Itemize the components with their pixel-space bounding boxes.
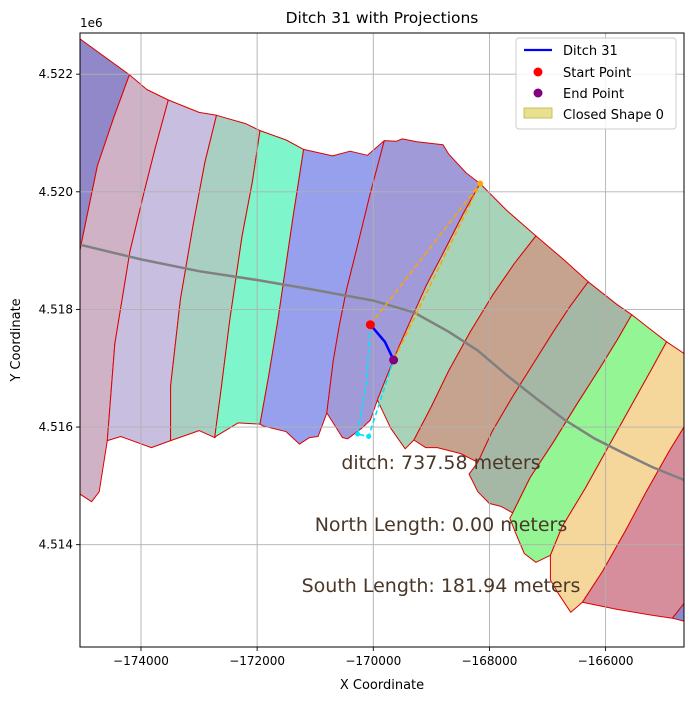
legend-shape-label: Closed Shape 0: [563, 108, 664, 123]
end-point-marker: [389, 355, 399, 365]
legend-shape-patch: [523, 107, 553, 119]
x-axis-label: X Coordinate: [340, 678, 424, 693]
south-length-annotation: South Length: 181.94 meters: [302, 575, 581, 597]
legend: Ditch 31 Start Point End Point Closed Sh…: [515, 37, 677, 130]
x-tick-label: −166000: [578, 654, 634, 668]
legend-ditch-label: Ditch 31: [563, 44, 618, 59]
grid-layer: [80, 33, 684, 647]
centerline: [80, 243, 684, 482]
start-point-marker: [365, 320, 375, 330]
north-length-annotation: North Length: 0.00 meters: [315, 514, 568, 536]
x-tick-label: −172000: [229, 654, 285, 668]
north-projection-point: [477, 180, 484, 187]
y-tick-label: 4.518: [39, 302, 73, 316]
legend-start-label: Start Point: [563, 66, 631, 81]
x-tick-label: −168000: [462, 654, 518, 668]
ditch-line: [369, 323, 395, 361]
legend-end-marker: [533, 88, 543, 98]
ditch-length-annotation: ditch: 737.58 meters: [341, 452, 540, 474]
parcel-polygon-13: [671, 603, 684, 622]
y-tick-label: 4.522: [39, 67, 73, 81]
y-tick-label: 4.520: [39, 185, 73, 199]
ticks-layer: −174000 −172000 −170000 −168000 −166000 4.514…: [39, 67, 634, 668]
lines-layer: [80, 180, 684, 482]
y-offset-label: 1e6: [80, 16, 103, 30]
x-tick-label: −170000: [345, 654, 401, 668]
y-tick-label: 4.516: [39, 420, 73, 434]
chart-title: Ditch 31 with Projections: [286, 9, 479, 27]
south-projection-point-b: [366, 433, 372, 439]
plot-area: [79, 32, 685, 648]
x-tick-label: −174000: [113, 654, 169, 668]
legend-box: [515, 37, 677, 130]
y-tick-label: 4.514: [39, 538, 73, 552]
south-projection-point-a: [355, 431, 361, 437]
y-axis-label: Y Coordinate: [9, 298, 24, 382]
south-projection-line: [356, 324, 395, 438]
legend-end-label: End Point: [563, 87, 624, 102]
legend-start-marker: [533, 67, 543, 77]
plot-frame: [79, 32, 685, 648]
